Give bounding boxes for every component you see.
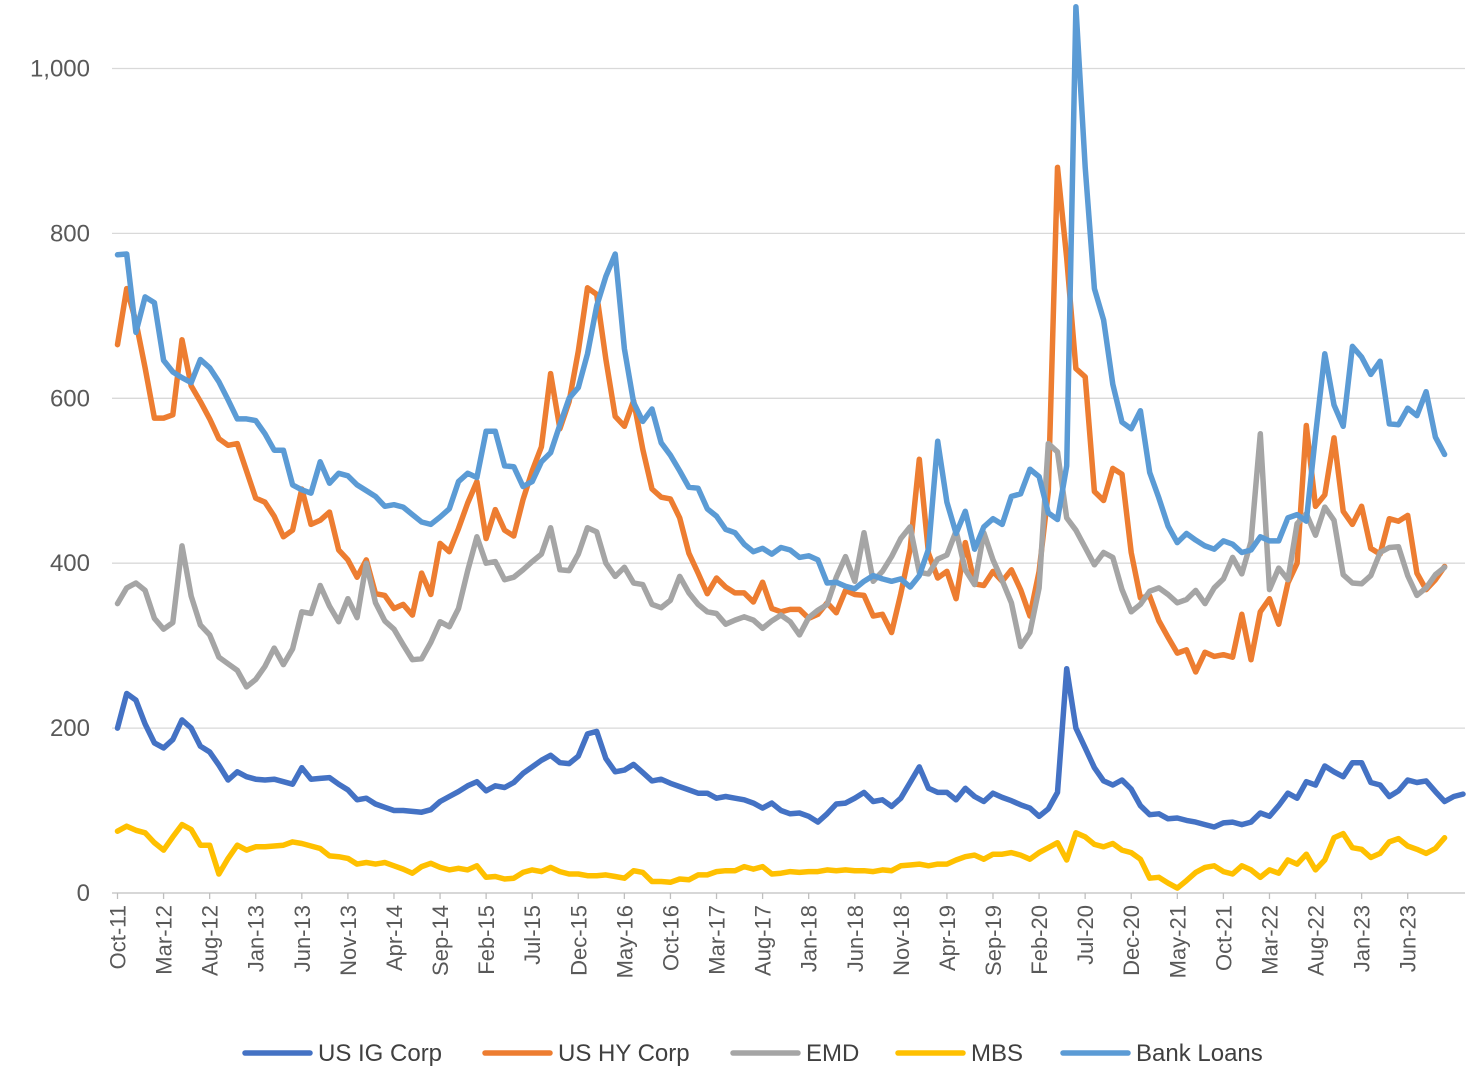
x-tick-label: Jul-20 [1073, 905, 1098, 965]
x-tick-label: Jul-15 [520, 905, 545, 965]
x-tick-label: Dec-20 [1119, 905, 1144, 976]
x-tick-label: Oct-21 [1211, 905, 1236, 971]
legend-label: MBS [971, 1040, 1023, 1067]
x-tick-label: Apr-14 [382, 905, 407, 971]
legend-label: US IG Corp [318, 1040, 442, 1067]
legend-item-us-ig-corp: US IG Corp [242, 1040, 442, 1067]
legend-label: Bank Loans [1136, 1040, 1263, 1067]
x-tick-label: Nov-18 [889, 905, 914, 976]
legend-item-emd: EMD [730, 1040, 859, 1067]
y-tick-label: 800 [50, 220, 90, 247]
y-tick-label: 1,000 [30, 56, 90, 83]
x-tick-label: Jun-13 [290, 905, 315, 972]
series-line-mbs [114, 821, 1448, 891]
y-axis-tick-labels: 0 200 400 600 800 1,000 [30, 56, 90, 908]
gridlines [112, 67, 1465, 729]
legend: US IG Corp US HY Corp EMD MBS Bank Loans [242, 1040, 1263, 1067]
x-tick-label: Oct-11 [106, 905, 131, 969]
x-tick-label: Mar-12 [152, 905, 177, 975]
x-tick-label: Jan-23 [1350, 905, 1375, 972]
x-tick-label: Feb-15 [474, 905, 499, 975]
series-lines [114, 3, 1466, 891]
x-tick-label: Aug-12 [198, 905, 223, 976]
series-line-us-ig-corp [114, 665, 1466, 830]
x-tick-label: Mar-22 [1257, 905, 1282, 975]
x-tick-label: May-21 [1165, 905, 1190, 978]
y-tick-label: 200 [50, 715, 90, 742]
y-tick-label: 400 [50, 550, 90, 577]
x-tick-label: Mar-17 [705, 905, 730, 975]
x-tick-label: Jun-23 [1396, 905, 1421, 972]
x-tick-label: Jun-18 [843, 905, 868, 972]
x-tick-label: Feb-20 [1027, 905, 1052, 975]
legend-label: EMD [806, 1040, 859, 1067]
legend-item-us-hy-corp: US HY Corp [482, 1040, 690, 1067]
legend-item-mbs: MBS [895, 1040, 1023, 1067]
x-tick-label: Aug-22 [1304, 905, 1329, 976]
series-line-emd [114, 431, 1448, 690]
series-line-us-hy-corp [114, 164, 1448, 675]
x-tick-label: Jan-18 [797, 905, 822, 972]
legend-label: US HY Corp [558, 1040, 690, 1067]
x-tick-label: May-16 [612, 905, 637, 978]
x-tick-label: Sep-14 [428, 905, 453, 976]
legend-item-bank-loans: Bank Loans [1060, 1040, 1263, 1067]
x-tick-label: Aug-17 [751, 905, 776, 976]
x-tick-label: Apr-19 [935, 905, 960, 971]
y-tick-label: 600 [50, 385, 90, 412]
y-tick-label: 0 [77, 880, 90, 907]
x-tick-label: Dec-15 [566, 905, 591, 976]
x-tick-label: Oct-16 [658, 905, 683, 971]
x-axis-tick-labels: Oct-11 Mar-12 Aug-12 Jan-13 Jun-13 Nov-13 Apr-… [106, 893, 1421, 978]
x-tick-label: Nov-13 [336, 905, 361, 976]
x-tick-label: Sep-19 [981, 905, 1006, 976]
series-line-bank-loans [114, 3, 1448, 592]
x-tick-label: Jan-13 [244, 905, 269, 972]
